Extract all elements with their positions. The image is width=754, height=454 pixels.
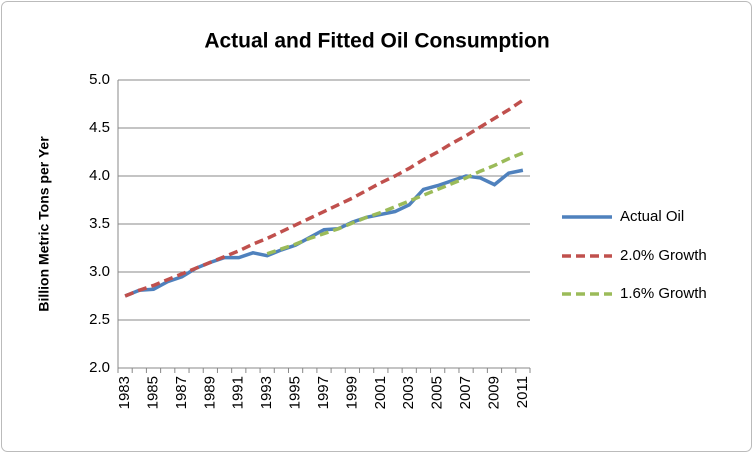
y-axis-label: Billion Metric Tons per Yer <box>36 136 52 312</box>
y-tick-label: 3.0 <box>89 263 110 280</box>
x-tick-label: 2011 <box>514 376 531 408</box>
legend-label: 1.6% Growth <box>620 285 707 302</box>
y-tick-label: 5.0 <box>89 71 110 88</box>
x-tick-label: 1991 <box>230 376 247 409</box>
x-tick-label: 2005 <box>429 376 446 409</box>
x-tick-label: 1997 <box>315 376 332 409</box>
x-tick-label: 2003 <box>400 376 417 409</box>
x-tick-label: 1995 <box>287 376 304 409</box>
x-tick-label: 1999 <box>343 376 360 409</box>
x-tick-label: 1989 <box>201 376 218 409</box>
x-tick-label: 2007 <box>457 376 474 409</box>
x-tick-label: 1985 <box>144 376 161 409</box>
x-tick-label: 2001 <box>372 376 389 409</box>
x-tick-label: 1987 <box>173 376 190 409</box>
x-tick-label: 1993 <box>258 376 275 409</box>
y-tick-label: 4.5 <box>89 119 110 136</box>
series-line <box>124 98 524 298</box>
y-tick-label: 2.5 <box>89 311 110 328</box>
y-tick-label: 4.0 <box>89 167 110 184</box>
y-tick-label: 3.5 <box>89 215 110 232</box>
y-tick-label: 2.0 <box>89 359 110 376</box>
x-tick-label: 1983 <box>116 376 133 409</box>
legend-label: Actual Oil <box>620 208 684 225</box>
chart-title: Actual and Fitted Oil Consumption <box>204 30 549 53</box>
series-line <box>266 151 524 256</box>
x-tick-label: 2009 <box>485 376 502 409</box>
legend-label: 2.0% Growth <box>620 247 707 264</box>
